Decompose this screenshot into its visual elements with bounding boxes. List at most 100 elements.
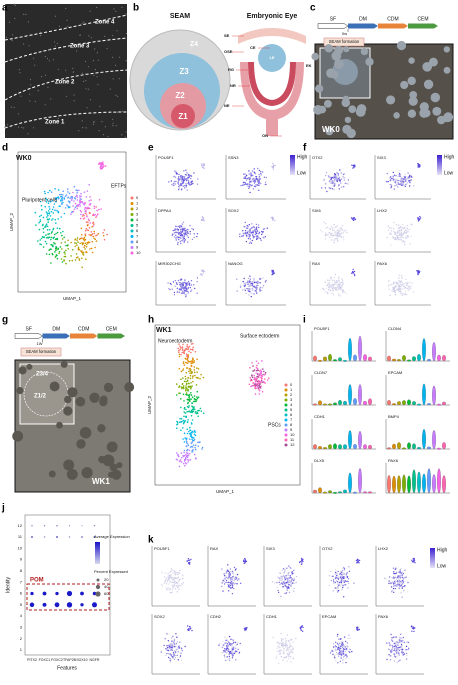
cell-point <box>403 175 405 178</box>
box-label: SEAM formation <box>26 349 57 354</box>
cell-point <box>343 230 345 232</box>
cell-point <box>189 286 192 289</box>
cell-point <box>394 238 396 241</box>
cell-point <box>324 238 327 240</box>
cell-point <box>180 174 182 177</box>
cell-point <box>92 591 97 596</box>
cell-point <box>394 291 396 294</box>
cell-point <box>243 184 245 186</box>
cell-point <box>233 583 235 585</box>
cell-point <box>344 654 346 656</box>
cell-point <box>257 167 259 170</box>
axis-label: UMAP_2 <box>147 396 152 415</box>
cell-point <box>196 390 199 393</box>
cell-point <box>35 224 37 226</box>
cell-point <box>62 194 64 196</box>
cell-point <box>60 360 68 368</box>
cell-point <box>391 644 393 647</box>
cell-point <box>330 278 333 280</box>
cell-point <box>181 386 184 389</box>
cell-point <box>405 645 408 648</box>
cell-point <box>227 577 229 579</box>
y-tick-label: 9 <box>20 557 23 562</box>
cell-point <box>51 253 54 256</box>
cell-point <box>228 571 231 574</box>
cell-point <box>228 653 230 655</box>
cell-point <box>290 638 293 641</box>
cell-point <box>272 273 274 275</box>
cell-point <box>84 212 87 215</box>
cell-point <box>400 232 403 235</box>
cell-point <box>255 223 258 226</box>
cell-point <box>193 284 195 286</box>
cell-point <box>343 577 345 580</box>
cell-point <box>19 72 21 74</box>
cell-point <box>399 570 401 573</box>
cell-point <box>252 370 254 372</box>
cell-point <box>21 126 23 129</box>
cell-point <box>347 637 349 639</box>
cell-point <box>184 187 186 189</box>
cell-point <box>86 207 88 210</box>
panel-letter: d <box>2 143 8 154</box>
cell-point <box>45 242 48 245</box>
cell-point <box>256 230 259 233</box>
cell-point <box>62 190 64 192</box>
cell-point <box>407 172 409 174</box>
cell-point <box>43 236 46 238</box>
cell-point <box>225 572 228 574</box>
cell-point <box>185 440 188 443</box>
cell-point <box>84 206 87 209</box>
cell-point <box>169 649 171 651</box>
cell-point <box>185 295 187 297</box>
cell-point <box>174 176 177 178</box>
cell-point <box>346 645 348 647</box>
cell-point <box>342 236 345 238</box>
cell-point <box>34 64 36 66</box>
cell-point <box>166 645 168 647</box>
cell-point <box>172 644 175 646</box>
cell-point <box>412 291 415 293</box>
cell-point <box>231 646 234 648</box>
violin <box>417 447 421 450</box>
cell-point <box>60 193 63 196</box>
cell-point <box>344 229 347 231</box>
cell-point <box>40 237 43 240</box>
cell-point <box>281 576 284 578</box>
cell-point <box>230 648 232 650</box>
cell-point <box>177 279 180 282</box>
cell-point <box>74 245 76 248</box>
cell-point <box>394 185 396 187</box>
cell-point <box>180 585 182 587</box>
cell-point <box>202 272 205 274</box>
cell-point <box>220 646 222 648</box>
cell-point <box>186 367 188 369</box>
cell-point <box>130 202 134 205</box>
cell-point <box>179 236 181 239</box>
cell-point <box>64 255 67 258</box>
cell-point <box>395 636 397 638</box>
cell-point <box>125 32 128 35</box>
cell-point <box>228 574 230 577</box>
zone-label: Zone 2 <box>55 80 75 86</box>
cell-point <box>387 180 389 183</box>
cell-point <box>258 181 260 183</box>
cell-point <box>405 180 407 182</box>
cell-point <box>95 216 97 218</box>
cell-point <box>406 654 408 657</box>
cell-point <box>178 282 180 284</box>
cell-point <box>197 376 199 379</box>
cell-point <box>187 625 189 627</box>
cell-point <box>341 654 343 656</box>
cell-point <box>330 180 333 182</box>
cell-point <box>164 572 166 574</box>
cell-point <box>177 229 180 231</box>
cell-point <box>389 294 391 297</box>
legend-label: 40 <box>104 584 109 589</box>
cell-point <box>180 225 182 227</box>
cell-point <box>250 173 252 175</box>
cell-point <box>178 185 180 188</box>
cell-point <box>76 196 79 198</box>
cell-point <box>255 184 257 186</box>
cell-point <box>236 573 239 576</box>
